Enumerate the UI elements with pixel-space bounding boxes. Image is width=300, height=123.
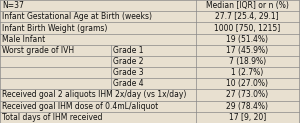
Text: Grade 4: Grade 4 <box>112 79 143 88</box>
Text: 19 (51.4%): 19 (51.4%) <box>226 35 268 44</box>
Text: Infant Gestational Age at Birth (weeks): Infant Gestational Age at Birth (weeks) <box>2 12 152 21</box>
Text: 27 (73.0%): 27 (73.0%) <box>226 90 268 99</box>
Text: Infant Birth Weight (grams): Infant Birth Weight (grams) <box>2 24 107 33</box>
Text: 10 (27.0%): 10 (27.0%) <box>226 79 268 88</box>
Text: 17 (45.9%): 17 (45.9%) <box>226 46 268 55</box>
Text: 1 (2.7%): 1 (2.7%) <box>231 68 263 77</box>
Text: N=37: N=37 <box>2 1 24 10</box>
Text: Male Infant: Male Infant <box>2 35 45 44</box>
Text: Total days of IHM received: Total days of IHM received <box>2 113 103 122</box>
Text: 27.7 [25.4, 29.1]: 27.7 [25.4, 29.1] <box>215 12 279 21</box>
Text: Received goal IHM dose of 0.4mL/aliquot: Received goal IHM dose of 0.4mL/aliquot <box>2 102 158 111</box>
Text: 7 (18.9%): 7 (18.9%) <box>229 57 266 66</box>
Text: Median [IQR] or n (%): Median [IQR] or n (%) <box>206 1 289 10</box>
Text: Worst grade of IVH: Worst grade of IVH <box>2 46 74 55</box>
Text: Received goal 2 aliquots IHM 2x/day (vs 1x/day): Received goal 2 aliquots IHM 2x/day (vs … <box>2 90 187 99</box>
Text: Grade 2: Grade 2 <box>112 57 143 66</box>
Text: 1000 [750, 1215]: 1000 [750, 1215] <box>214 24 280 33</box>
Text: 29 (78.4%): 29 (78.4%) <box>226 102 268 111</box>
Text: Grade 1: Grade 1 <box>112 46 143 55</box>
Text: Grade 3: Grade 3 <box>112 68 143 77</box>
Text: 17 [9, 20]: 17 [9, 20] <box>229 113 266 122</box>
